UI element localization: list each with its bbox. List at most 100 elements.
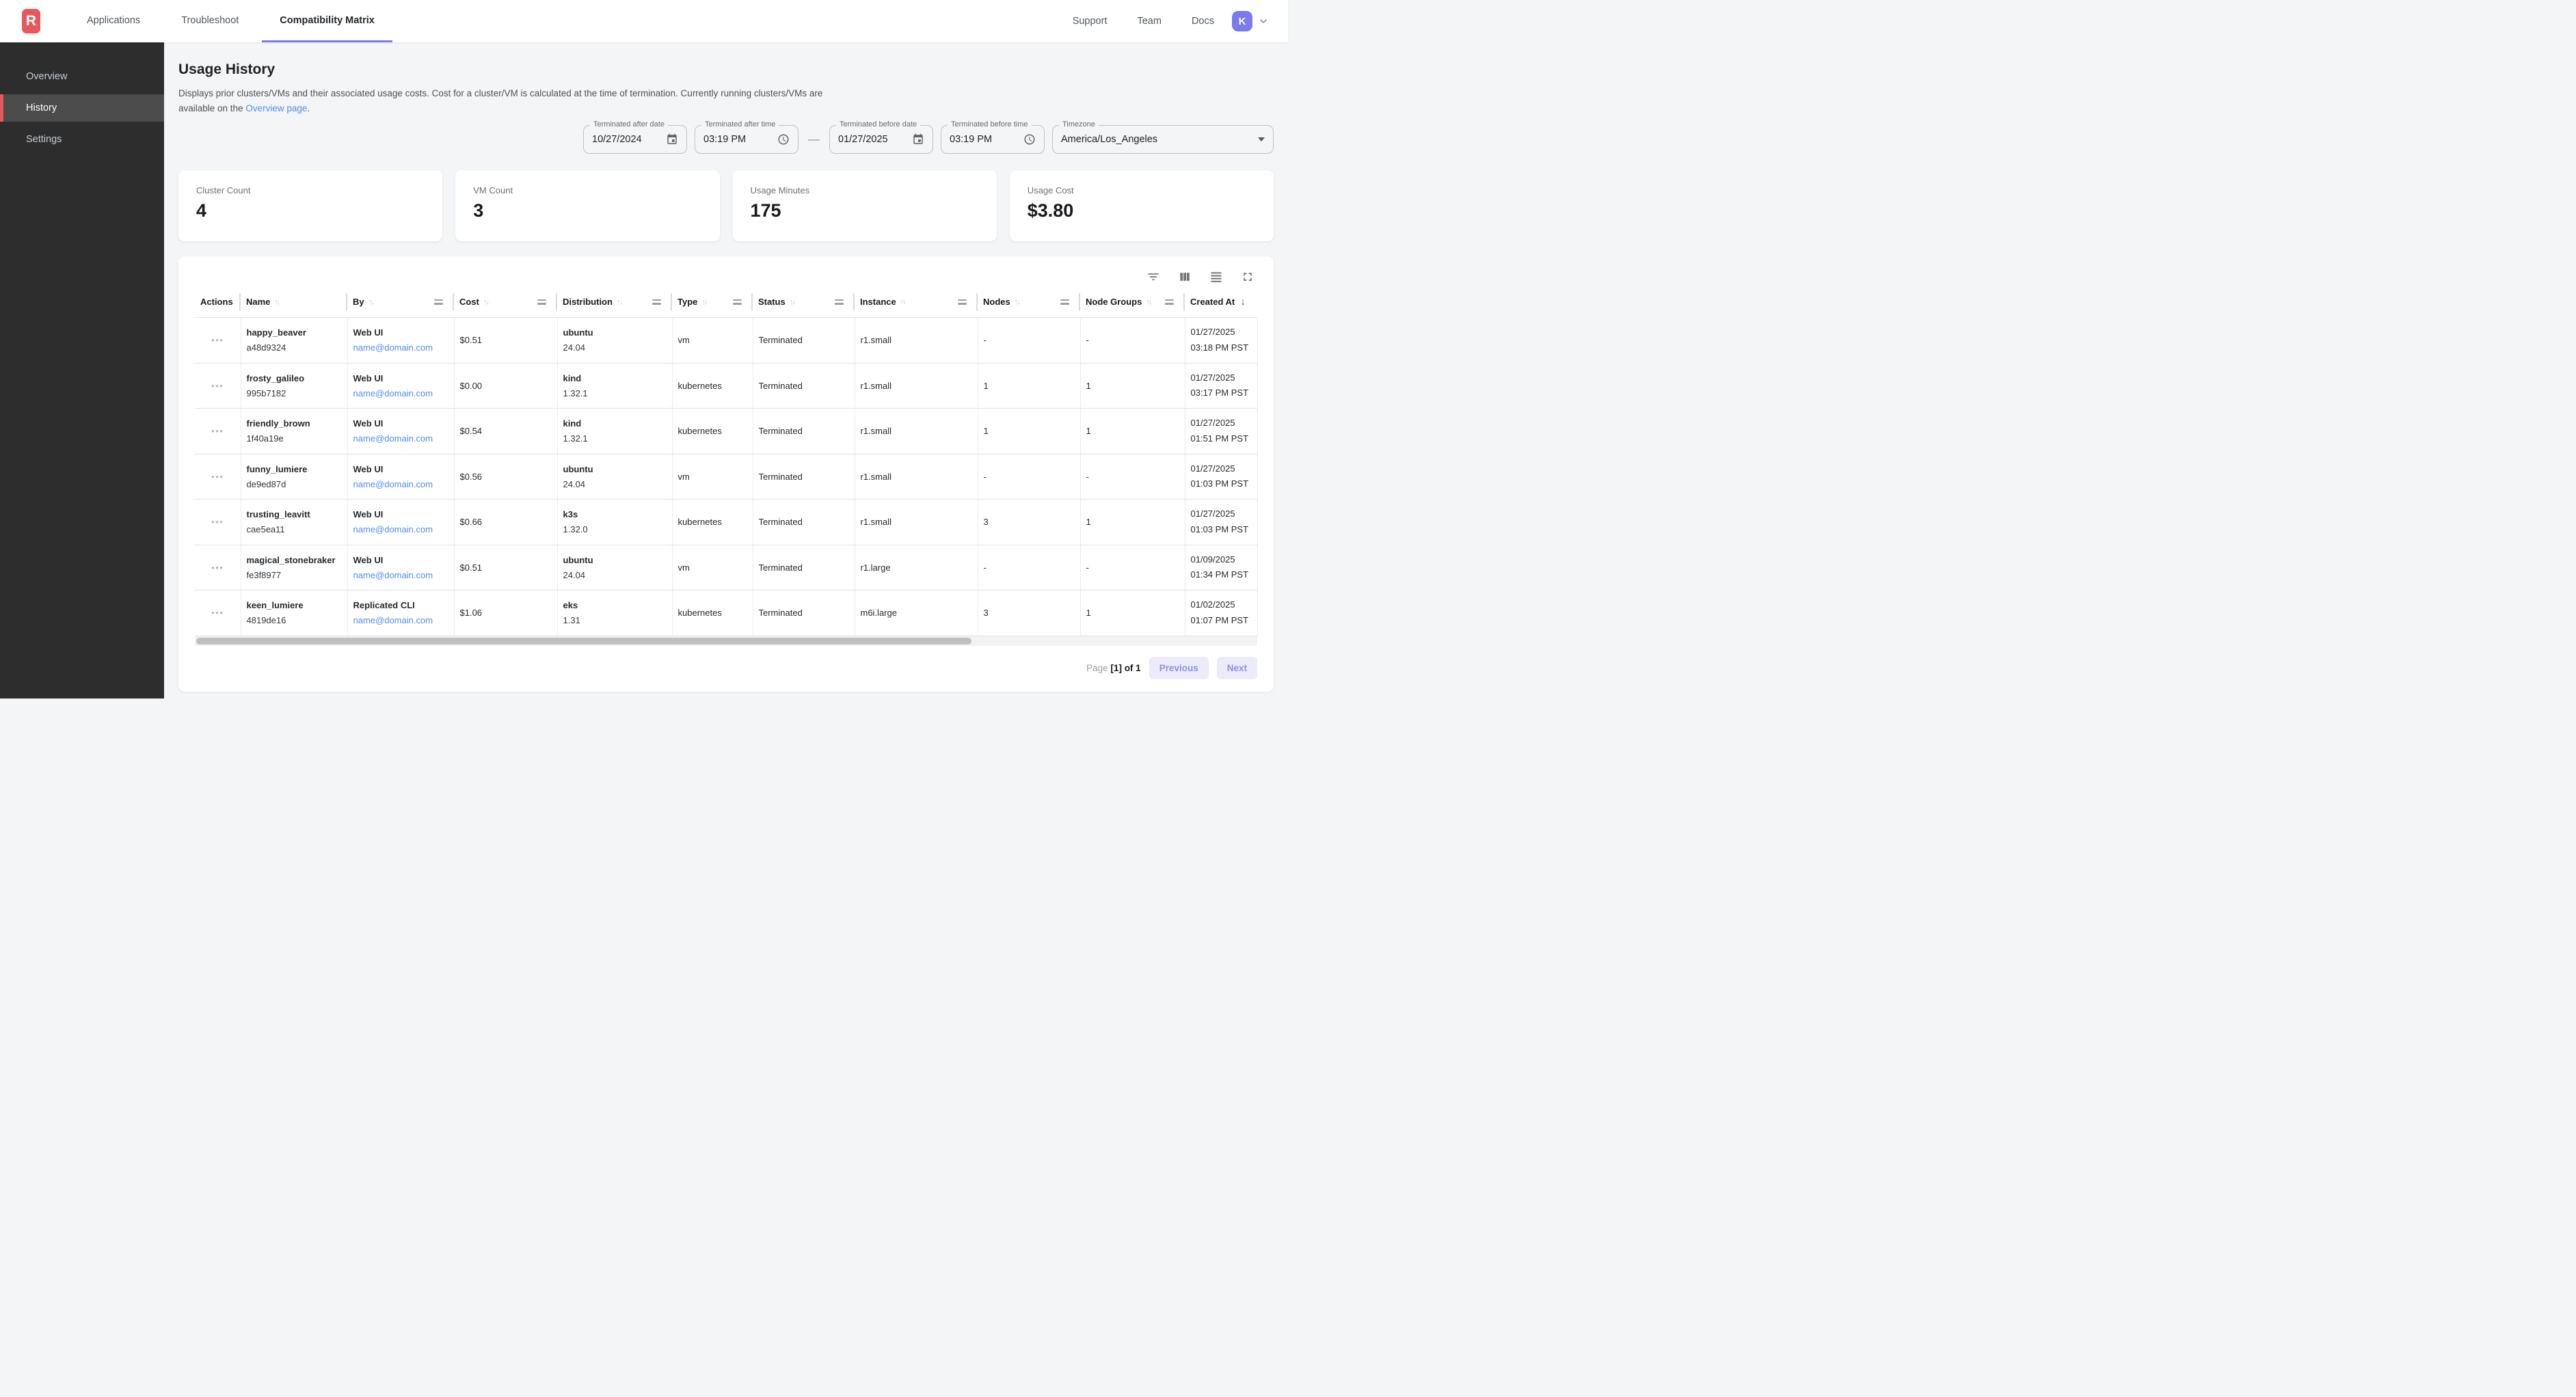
fullscreen-icon[interactable] bbox=[1241, 270, 1255, 284]
actions-cell: ••• bbox=[195, 363, 241, 409]
chevron-down-icon[interactable] bbox=[1258, 16, 1269, 27]
row-actions-button[interactable]: ••• bbox=[211, 562, 224, 573]
sidebar-item-settings[interactable]: Settings bbox=[0, 126, 164, 153]
column-header-nodes[interactable]: Nodes↑↓ bbox=[978, 290, 1080, 318]
clock-icon[interactable] bbox=[777, 133, 790, 146]
field-value[interactable]: 03:19 PM bbox=[950, 134, 992, 145]
row-actions-button[interactable]: ••• bbox=[211, 381, 224, 391]
nav-link-docs[interactable]: Docs bbox=[1192, 16, 1214, 27]
sidebar-item-overview[interactable]: Overview bbox=[0, 63, 164, 90]
sort-icon[interactable]: ↑↓ bbox=[1015, 298, 1019, 306]
sort-icon[interactable]: ↑↓ bbox=[1146, 298, 1151, 306]
column-header-cost[interactable]: Cost↑↓ bbox=[454, 290, 557, 318]
column-menu-icon[interactable] bbox=[537, 299, 546, 305]
created-at-cell: 01/27/202503:17 PM PST bbox=[1185, 363, 1257, 409]
nav-link-team[interactable]: Team bbox=[1137, 16, 1161, 27]
column-menu-icon[interactable] bbox=[958, 299, 967, 305]
row-actions-button[interactable]: ••• bbox=[211, 472, 224, 482]
sort-icon[interactable]: ↑↓ bbox=[701, 298, 706, 306]
account-menu[interactable]: K bbox=[1232, 0, 1269, 42]
by-email-link[interactable]: name@domain.com bbox=[353, 433, 433, 444]
calendar-icon[interactable] bbox=[666, 133, 678, 146]
instance-cell: r1.small bbox=[855, 318, 978, 364]
column-header-instance[interactable]: Instance↑↓ bbox=[855, 290, 978, 318]
filter-icon[interactable] bbox=[1146, 270, 1160, 284]
column-header-status[interactable]: Status↑↓ bbox=[753, 290, 855, 318]
density-icon[interactable] bbox=[1209, 270, 1223, 284]
brand-logo[interactable]: R bbox=[22, 9, 40, 33]
by-email-link[interactable]: name@domain.com bbox=[353, 342, 433, 353]
field-value[interactable]: 03:19 PM bbox=[703, 134, 746, 145]
by-email-link[interactable]: name@domain.com bbox=[353, 479, 433, 489]
by-cell: Replicated CLIname@domain.com bbox=[347, 591, 454, 636]
created-at-cell: 01/02/202501:07 PM PST bbox=[1185, 591, 1257, 636]
terminated-before-date-field[interactable]: Terminated before date 01/27/2025 bbox=[829, 125, 933, 154]
sort-icon[interactable]: ↑↓ bbox=[790, 298, 794, 306]
avatar[interactable]: K bbox=[1232, 11, 1252, 31]
sort-icon[interactable]: ↑↓ bbox=[483, 298, 488, 306]
column-header-type[interactable]: Type↑↓ bbox=[672, 290, 753, 318]
sort-icon[interactable]: ↑↓ bbox=[274, 298, 279, 306]
sort-icon[interactable]: ↑↓ bbox=[900, 298, 905, 306]
column-menu-icon[interactable] bbox=[434, 299, 443, 305]
instance-cell: r1.small bbox=[855, 500, 978, 545]
instance-cell: r1.large bbox=[855, 545, 978, 591]
nodes-cell: - bbox=[978, 318, 1080, 364]
dropdown-arrow-icon[interactable] bbox=[1258, 137, 1265, 141]
terminated-after-time-field[interactable]: Terminated after time 03:19 PM bbox=[695, 125, 799, 154]
nav-tab-applications[interactable]: Applications bbox=[69, 0, 158, 42]
column-header-name[interactable]: Name↑↓ bbox=[241, 290, 347, 318]
by-email-link[interactable]: name@domain.com bbox=[353, 570, 433, 580]
nav-tab-compatibility-matrix[interactable]: Compatibility Matrix bbox=[262, 0, 392, 42]
column-header-by[interactable]: By↑↓ bbox=[347, 290, 454, 318]
previous-page-button[interactable]: Previous bbox=[1149, 657, 1209, 679]
terminated-before-time-field[interactable]: Terminated before time 03:19 PM bbox=[941, 125, 1045, 154]
stats-row: Cluster Count 4 VM Count 3 Usage Minutes… bbox=[178, 170, 1274, 241]
nav-link-support[interactable]: Support bbox=[1073, 16, 1108, 27]
terminated-after-date-field[interactable]: Terminated after date 10/27/2024 bbox=[583, 125, 687, 154]
timezone-select[interactable]: Timezone America/Los_Angeles bbox=[1052, 125, 1274, 154]
field-label: Terminated after date bbox=[590, 120, 668, 128]
scrollbar-thumb[interactable] bbox=[196, 638, 971, 645]
sort-desc-icon[interactable]: ↓ bbox=[1240, 296, 1246, 308]
sidebar-item-history[interactable]: History bbox=[0, 94, 164, 122]
field-value[interactable]: 01/27/2025 bbox=[838, 134, 888, 145]
column-header-node-groups[interactable]: Node Groups↑↓ bbox=[1080, 290, 1185, 318]
table-row: ••• trusting_leavittcae5ea11 Web UIname@… bbox=[195, 500, 1257, 545]
node-groups-cell: - bbox=[1080, 318, 1185, 364]
overview-page-link[interactable]: Overview page bbox=[245, 103, 307, 113]
calendar-icon[interactable] bbox=[912, 133, 924, 146]
row-actions-button[interactable]: ••• bbox=[211, 335, 224, 345]
column-menu-icon[interactable] bbox=[652, 299, 661, 305]
by-cell: Web UIname@domain.com bbox=[347, 409, 454, 455]
created-at-cell: 01/09/202501:34 PM PST bbox=[1185, 545, 1257, 591]
column-menu-icon[interactable] bbox=[1165, 299, 1174, 305]
next-page-button[interactable]: Next bbox=[1217, 657, 1257, 679]
field-value[interactable]: 10/27/2024 bbox=[592, 134, 642, 145]
field-label: Terminated after time bbox=[701, 120, 779, 128]
column-menu-icon[interactable] bbox=[1060, 299, 1069, 305]
columns-icon[interactable] bbox=[1178, 270, 1192, 284]
clock-icon[interactable] bbox=[1023, 133, 1036, 146]
row-actions-button[interactable]: ••• bbox=[211, 426, 224, 436]
row-actions-button[interactable]: ••• bbox=[211, 517, 224, 527]
column-header-created-at[interactable]: Created At↓ bbox=[1185, 290, 1257, 318]
sort-icon[interactable]: ↑↓ bbox=[617, 298, 621, 306]
column-header-distribution[interactable]: Distribution↑↓ bbox=[557, 290, 672, 318]
horizontal-scrollbar[interactable] bbox=[195, 636, 1257, 646]
by-email-link[interactable]: name@domain.com bbox=[353, 615, 433, 625]
column-menu-icon[interactable] bbox=[835, 299, 844, 305]
nav-tab-label: Compatibility Matrix bbox=[280, 15, 375, 26]
column-menu-icon[interactable] bbox=[733, 299, 742, 305]
by-email-link[interactable]: name@domain.com bbox=[353, 524, 433, 534]
sort-icon[interactable]: ↑↓ bbox=[368, 298, 373, 306]
field-value[interactable]: America/Los_Angeles bbox=[1061, 134, 1157, 145]
nav-tab-troubleshoot[interactable]: Troubleshoot bbox=[163, 0, 256, 42]
usage-history-table: Actions Name↑↓ By↑↓ Cost↑↓ Distribution↑… bbox=[195, 290, 1258, 636]
by-cell: Web UIname@domain.com bbox=[347, 500, 454, 545]
created-at-cell: 01/27/202501:03 PM PST bbox=[1185, 454, 1257, 500]
by-email-link[interactable]: name@domain.com bbox=[353, 388, 433, 398]
row-actions-button[interactable]: ••• bbox=[211, 608, 224, 618]
stat-value: 175 bbox=[751, 200, 979, 221]
column-header-actions: Actions bbox=[195, 290, 241, 318]
